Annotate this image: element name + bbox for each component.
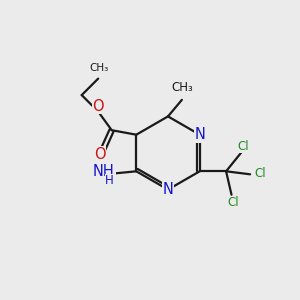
Text: O: O — [94, 147, 106, 162]
Text: Cl: Cl — [237, 140, 249, 153]
Text: NH: NH — [93, 164, 115, 179]
Text: Cl: Cl — [255, 167, 266, 180]
Text: N: N — [194, 127, 205, 142]
Text: O: O — [92, 99, 104, 114]
Text: CH₃: CH₃ — [171, 82, 193, 94]
Text: CH₃: CH₃ — [89, 63, 108, 73]
Text: H: H — [105, 174, 114, 187]
Text: Cl: Cl — [227, 196, 239, 209]
Text: N: N — [163, 182, 173, 197]
